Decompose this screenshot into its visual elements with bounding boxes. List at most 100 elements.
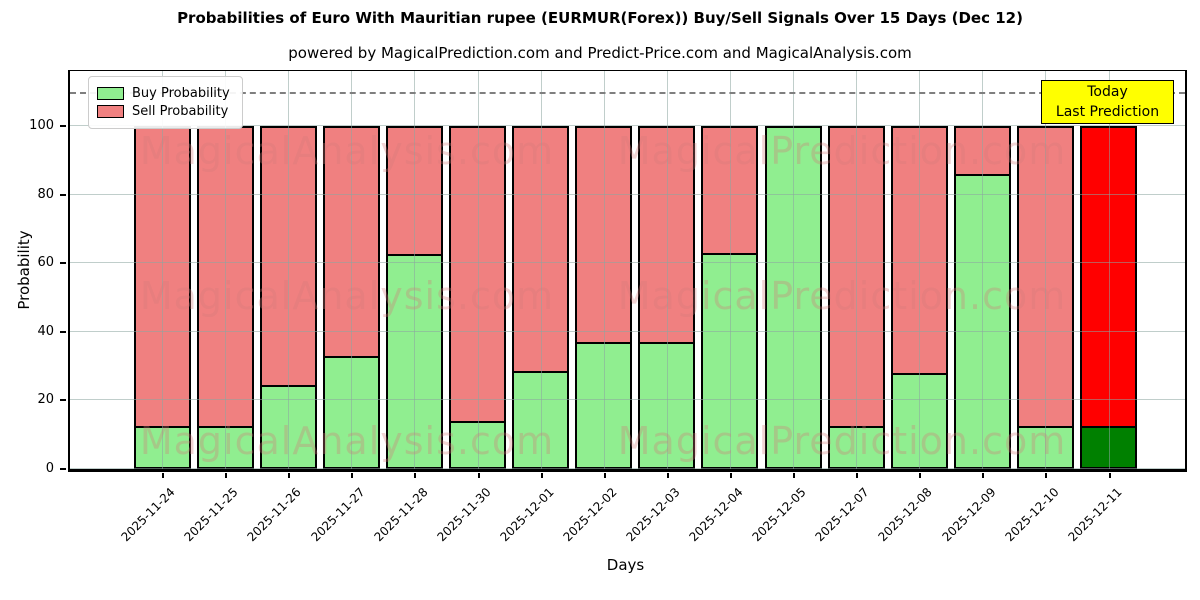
x-tick-label-2025-12-08: 2025-12-08 xyxy=(875,485,936,545)
x-tick-label-2025-12-11: 2025-12-11 xyxy=(1065,485,1125,545)
legend-label-buy: Buy Probability xyxy=(132,86,230,101)
annotation-line2: Last Prediction xyxy=(1055,104,1160,120)
bar-2025-11-30 xyxy=(449,126,506,469)
sell-swatch xyxy=(97,105,124,118)
x-tick-mark xyxy=(541,473,543,478)
today-annotation-box: Today Last Prediction xyxy=(1041,80,1174,124)
bar-buy-segment xyxy=(514,371,568,467)
x-tick-mark xyxy=(351,473,353,478)
v-gridline xyxy=(1045,71,1046,469)
plot-area: Probability MagicalAnalysis.com MagicalPr… xyxy=(15,70,1187,472)
bar-buy-segment xyxy=(640,342,694,467)
y-tick-mark xyxy=(60,468,66,470)
watermark-text: MagicalPrediction.com xyxy=(617,129,1067,173)
v-gridline xyxy=(919,71,920,469)
x-tick-label-2025-11-28: 2025-11-28 xyxy=(371,485,431,545)
v-gridline xyxy=(351,71,352,469)
y-axis-ticks: 0 20 40 60 80 100 xyxy=(0,71,68,476)
v-gridline xyxy=(982,71,983,469)
v-gridline xyxy=(1109,71,1110,469)
x-tick-label-2025-11-27: 2025-11-27 xyxy=(307,485,368,545)
bar-2025-12-11 xyxy=(1080,126,1137,469)
x-tick-label-2025-11-30: 2025-11-30 xyxy=(434,485,494,545)
h-gridline-100 xyxy=(70,125,1185,126)
legend-item-buy: Buy Probability xyxy=(97,86,230,101)
h-gridline-60 xyxy=(70,262,1185,263)
v-gridline xyxy=(793,71,794,469)
y-axis-label: Probability xyxy=(15,230,33,310)
y-tick-label-0: 0 xyxy=(45,461,54,476)
bar-buy-segment xyxy=(577,342,631,467)
x-tick-label-2025-12-09: 2025-12-09 xyxy=(938,485,999,545)
x-tick-label-2025-12-02: 2025-12-02 xyxy=(560,485,620,545)
annotation-line1: Today xyxy=(1087,84,1128,100)
x-tick-mark xyxy=(982,473,984,478)
x-tick-mark xyxy=(793,473,795,478)
bar-2025-12-01 xyxy=(512,126,570,469)
v-gridline xyxy=(667,71,668,469)
chart-subtitle: powered by MagicalPrediction.com and Pre… xyxy=(288,44,912,62)
x-tick-mark xyxy=(414,473,416,478)
watermark-text: MagicalAnalysis.com xyxy=(139,419,555,463)
x-tick-label-2025-12-01: 2025-12-01 xyxy=(497,485,557,545)
bar-2025-12-04 xyxy=(701,126,759,469)
x-tick-mark xyxy=(288,473,290,478)
v-gridline xyxy=(288,71,289,469)
v-gridline xyxy=(856,71,857,469)
x-tick-label-2025-11-26: 2025-11-26 xyxy=(244,485,305,545)
h-gridline-40 xyxy=(70,331,1185,332)
x-tick-mark xyxy=(730,473,732,478)
x-tick-mark xyxy=(1109,473,1111,478)
y-tick-mark xyxy=(60,194,66,196)
legend: Buy Probability Sell Probability xyxy=(88,76,243,129)
y-tick-label-80: 80 xyxy=(37,187,54,202)
x-tick-mark xyxy=(667,473,669,478)
v-gridline xyxy=(225,71,226,469)
y-tick-mark xyxy=(60,399,66,401)
bar-buy-segment xyxy=(451,421,504,467)
y-tick-mark xyxy=(60,125,66,127)
y-tick-label-40: 40 xyxy=(37,324,54,339)
bar-2025-12-03 xyxy=(638,126,696,469)
x-tick-label-2025-12-05: 2025-12-05 xyxy=(749,485,809,545)
y-tick-mark xyxy=(60,331,66,333)
x-tick-mark xyxy=(919,473,921,478)
chart-title: Probabilities of Euro With Mauritian rup… xyxy=(177,9,1023,27)
x-tick-mark xyxy=(478,473,480,478)
bar-buy-segment xyxy=(1082,426,1135,467)
legend-label-sell: Sell Probability xyxy=(132,104,229,119)
x-tick-label-2025-12-03: 2025-12-03 xyxy=(623,485,683,545)
bar-2025-12-02 xyxy=(575,126,633,469)
x-tick-label-2025-11-24: 2025-11-24 xyxy=(118,485,178,545)
watermark-text: MagicalPrediction.com xyxy=(617,419,1067,463)
v-gridline xyxy=(414,71,415,469)
y-tick-label-60: 60 xyxy=(37,255,54,270)
x-tick-label-2025-11-25: 2025-11-25 xyxy=(181,485,242,545)
x-tick-label-2025-12-07: 2025-12-07 xyxy=(812,485,873,545)
x-tick-mark xyxy=(162,473,164,478)
h-gridline-0 xyxy=(70,468,1185,469)
x-tick-mark xyxy=(856,473,858,478)
v-gridline xyxy=(162,71,163,469)
x-tick-label-2025-12-10: 2025-12-10 xyxy=(1002,485,1062,545)
x-axis-ticks: 2025-11-24 2025-11-25 2025-11-26 2025-11-27… xyxy=(70,473,1185,583)
v-gridline xyxy=(730,71,731,469)
dashed-threshold-line xyxy=(70,92,1185,94)
watermark-text: MagicalAnalysis.com xyxy=(139,129,555,173)
h-gridline-20 xyxy=(70,399,1185,400)
h-gridline-80 xyxy=(70,194,1185,195)
x-tick-mark xyxy=(604,473,606,478)
watermark-text: MagicalAnalysis.com xyxy=(139,274,555,318)
x-tick-label-2025-12-04: 2025-12-04 xyxy=(686,485,746,545)
y-tick-mark xyxy=(60,262,66,264)
v-gridline xyxy=(541,71,542,469)
y-tick-label-100: 100 xyxy=(29,118,54,133)
v-gridline xyxy=(604,71,605,469)
v-gridline xyxy=(478,71,479,469)
bar-buy-segment xyxy=(703,253,757,467)
legend-item-sell: Sell Probability xyxy=(97,104,230,119)
y-tick-label-20: 20 xyxy=(37,392,54,407)
x-tick-mark xyxy=(225,473,227,478)
x-tick-mark xyxy=(1045,473,1047,478)
buy-swatch xyxy=(97,87,124,100)
